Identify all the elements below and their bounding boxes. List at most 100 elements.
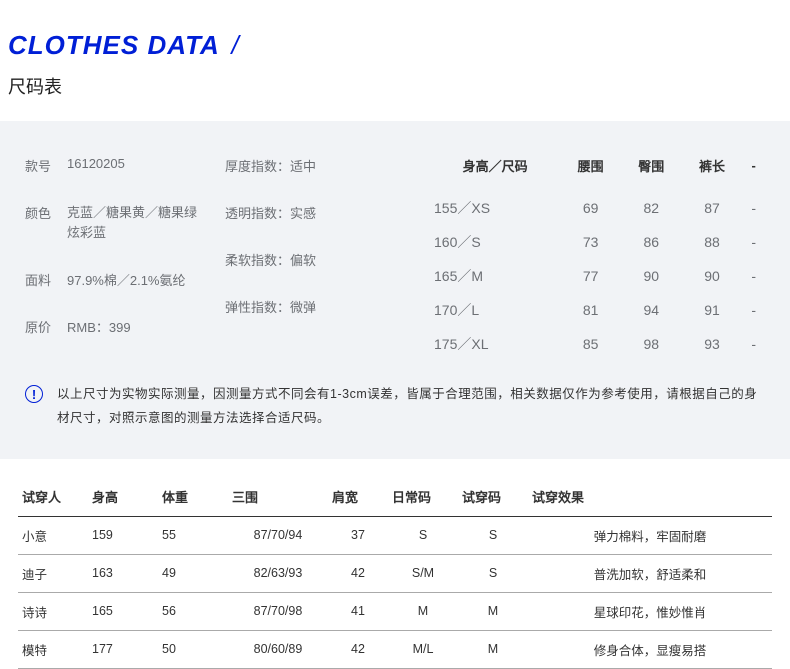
fit-cell: S	[458, 516, 528, 554]
fit-header-row: 试穿人 身高 体重 三围 肩宽 日常码 试穿码 试穿效果	[18, 477, 772, 517]
fit-cell: 87/70/98	[228, 592, 328, 630]
index-label: 柔软指数：	[225, 250, 290, 269]
size-cell: 73	[560, 225, 621, 259]
notice: ! 以上尺寸为实物实际测量，因测量方式不同会有1-3cm误差，皆属于合理范围，相…	[25, 383, 765, 431]
fit-cell: 普洗加软，舒适柔和	[528, 554, 772, 592]
fit-cell: S/M	[388, 554, 458, 592]
fit-row: 小意1595587/70/9437SS弹力棉料，牢固耐磨	[18, 516, 772, 554]
fit-cell: 56	[158, 592, 228, 630]
fit-cell: 弹力棉料，牢固耐磨	[528, 516, 772, 554]
item-label: 款号	[25, 156, 67, 175]
index-item: 弹性指数： 微弹	[225, 297, 430, 316]
size-row: 175／XL859893-	[430, 327, 765, 361]
size-cell: -	[742, 327, 765, 361]
index-value: 实感	[290, 203, 316, 222]
size-cell: 170／L	[430, 293, 560, 327]
title-english: CLOTHES DATA	[8, 30, 220, 61]
size-th: 裤长	[682, 156, 743, 191]
size-cell: -	[742, 191, 765, 225]
product-info-left: 款号 16120205 颜色 克蓝／糖果黄／糖果绿 炫彩蓝 面料 97.9%棉／…	[25, 156, 225, 361]
fit-cell: 82/63/93	[228, 554, 328, 592]
notice-text: 以上尺寸为实物实际测量，因测量方式不同会有1-3cm误差，皆属于合理范围，相关数…	[57, 383, 765, 431]
index-value: 适中	[290, 156, 316, 175]
index-item: 厚度指数： 适中	[225, 156, 430, 175]
size-cell: 175／XL	[430, 327, 560, 361]
fit-cell: 50	[158, 630, 228, 668]
size-cell: -	[742, 225, 765, 259]
fit-th: 试穿码	[458, 477, 528, 517]
header: CLOTHES DATA / 尺码表	[0, 0, 790, 109]
product-info-mid: 厚度指数： 适中 透明指数： 实感 柔软指数： 偏软 弹性指数： 微弹	[225, 156, 430, 361]
index-label: 厚度指数：	[225, 156, 290, 175]
fit-row: 迪子1634982/63/9342S/MS普洗加软，舒适柔和	[18, 554, 772, 592]
fit-cell: 诗诗	[18, 592, 88, 630]
size-cell: 91	[682, 293, 743, 327]
fit-cell: M/L	[388, 630, 458, 668]
fit-row: 诗诗1655687/70/9841MM星球印花，惟妙惟肖	[18, 592, 772, 630]
info-icon: !	[25, 385, 43, 403]
fit-cell: 80/60/89	[228, 630, 328, 668]
title-chinese: 尺码表	[8, 73, 790, 99]
index-label: 透明指数：	[225, 203, 290, 222]
size-cell: 90	[621, 259, 682, 293]
fit-cell: S	[388, 516, 458, 554]
size-cell: 85	[560, 327, 621, 361]
size-row: 160／S738688-	[430, 225, 765, 259]
size-cell: 81	[560, 293, 621, 327]
size-row: 165／M779090-	[430, 259, 765, 293]
size-row: 170／L819491-	[430, 293, 765, 327]
product-item: 颜色 克蓝／糖果黄／糖果绿 炫彩蓝	[25, 203, 225, 242]
size-cell: 160／S	[430, 225, 560, 259]
fit-cell: 37	[328, 516, 388, 554]
fit-cell: 163	[88, 554, 158, 592]
size-th: 身高／尺码	[430, 156, 560, 191]
size-cell: 93	[682, 327, 743, 361]
index-value: 微弹	[290, 297, 316, 316]
fit-th: 体重	[158, 477, 228, 517]
size-cell: 90	[682, 259, 743, 293]
item-value: 97.9%棉／2.1%氨纶	[67, 270, 186, 289]
fit-cell: 177	[88, 630, 158, 668]
fit-cell: M	[388, 592, 458, 630]
fit-cell: 87/70/94	[228, 516, 328, 554]
fit-cell: 55	[158, 516, 228, 554]
size-cell: 94	[621, 293, 682, 327]
fit-th: 试穿效果	[528, 477, 772, 517]
fit-th: 三围	[228, 477, 328, 517]
size-cell: 86	[621, 225, 682, 259]
item-value: 克蓝／糖果黄／糖果绿 炫彩蓝	[67, 203, 212, 242]
product-item: 面料 97.9%棉／2.1%氨纶	[25, 270, 225, 289]
size-cell: -	[742, 293, 765, 327]
title-slash: /	[231, 30, 238, 60]
fit-cell: 165	[88, 592, 158, 630]
index-item: 柔软指数： 偏软	[225, 250, 430, 269]
fit-th: 肩宽	[328, 477, 388, 517]
size-table-header-row: 身高／尺码 腰围 臀围 裤长 -	[430, 156, 765, 191]
size-cell: 77	[560, 259, 621, 293]
fit-cell: M	[458, 630, 528, 668]
index-item: 透明指数： 实感	[225, 203, 430, 222]
size-cell: 155／XS	[430, 191, 560, 225]
size-cell: 82	[621, 191, 682, 225]
size-th: 腰围	[560, 156, 621, 191]
size-cell: 165／M	[430, 259, 560, 293]
size-cell: 98	[621, 327, 682, 361]
item-label: 颜色	[25, 203, 67, 242]
fit-cell: M	[458, 592, 528, 630]
fit-cell: 迪子	[18, 554, 88, 592]
fit-cell: 159	[88, 516, 158, 554]
index-label: 弹性指数：	[225, 297, 290, 316]
size-th: -	[742, 156, 765, 191]
size-th: 臀围	[621, 156, 682, 191]
item-value: 16120205	[67, 156, 125, 175]
item-value: RMB：399	[67, 317, 131, 336]
fit-cell: 模特	[18, 630, 88, 668]
size-row: 155／XS698287-	[430, 191, 765, 225]
product-block: 款号 16120205 颜色 克蓝／糖果黄／糖果绿 炫彩蓝 面料 97.9%棉／…	[0, 121, 790, 459]
size-cell: 88	[682, 225, 743, 259]
fit-cell: 41	[328, 592, 388, 630]
size-table: 身高／尺码 腰围 臀围 裤长 - 155／XS698287-160／S73868…	[430, 156, 765, 361]
size-cell: 87	[682, 191, 743, 225]
product-item: 款号 16120205	[25, 156, 225, 175]
fit-th: 日常码	[388, 477, 458, 517]
